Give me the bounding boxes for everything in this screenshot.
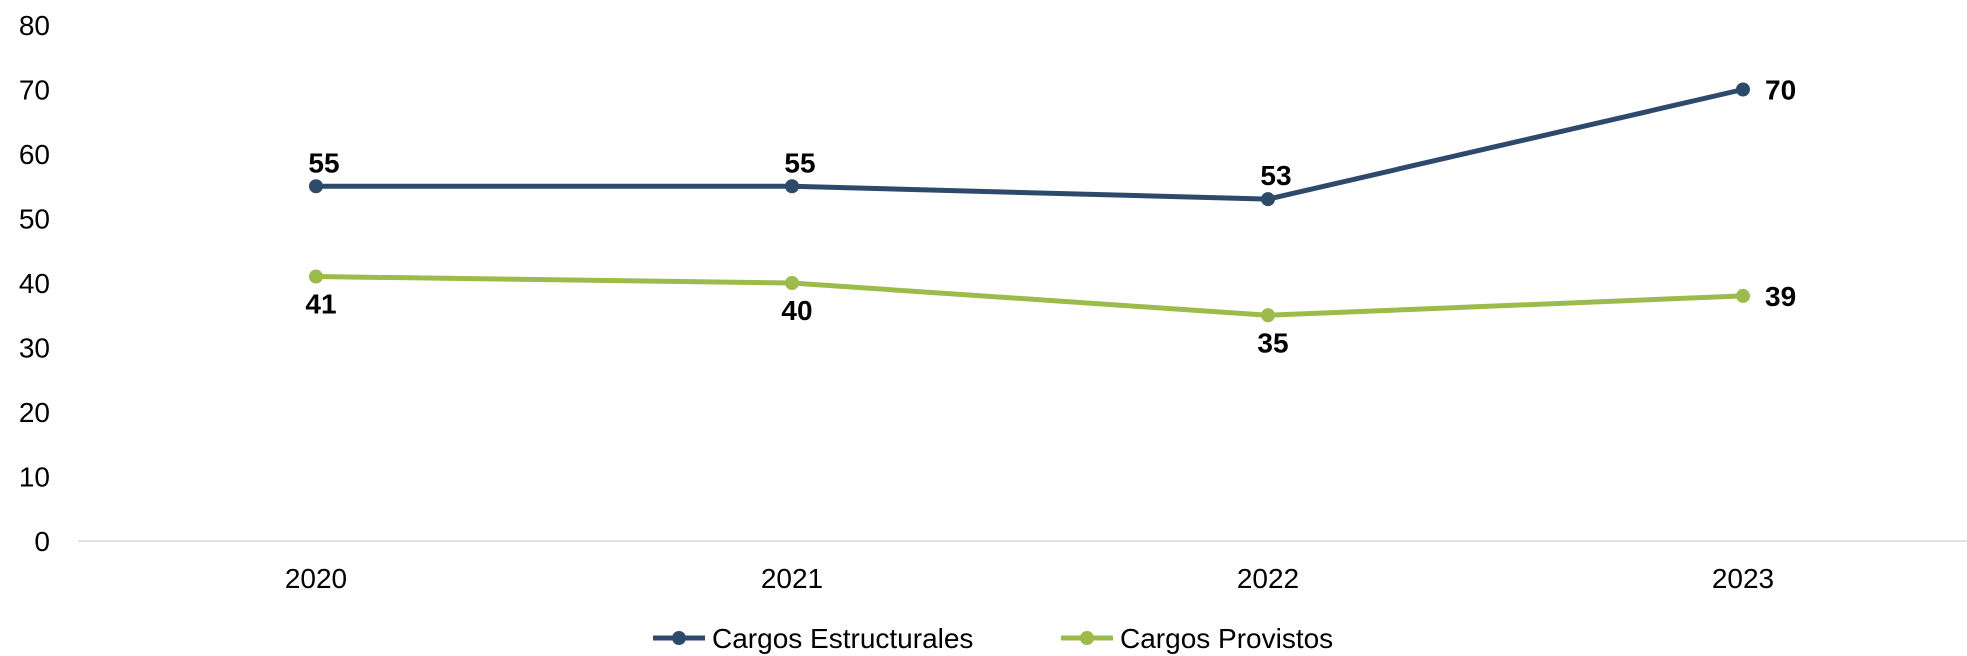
data-point: [1261, 308, 1275, 323]
data-label: 39: [1765, 281, 1796, 312]
y-tick-label: 40: [19, 268, 50, 299]
data-label: 53: [1260, 160, 1291, 191]
series-layer: [309, 82, 1750, 323]
data-label-layer: 55 55 53 70 41 40 35 39: [305, 75, 1796, 359]
legend-item-cargos-estructurales: Cargos Estructurales: [653, 623, 973, 654]
y-tick-label: 60: [19, 139, 50, 170]
y-tick-label: 80: [19, 10, 50, 41]
series-line-cargos-provistos: [313, 274, 1746, 318]
data-point: [1261, 192, 1275, 207]
x-tick-label: 2020: [285, 563, 347, 594]
x-tick-label: 2023: [1712, 563, 1774, 594]
x-tick-label: 2021: [761, 563, 823, 594]
y-axis: 0 10 20 30 40 50 60 70 80: [19, 10, 50, 557]
data-label: 40: [781, 295, 812, 326]
legend-swatch-marker: [672, 631, 686, 645]
y-tick-label: 0: [34, 526, 50, 557]
data-point: [785, 179, 799, 194]
legend-item-cargos-provistos: Cargos Provistos: [1061, 623, 1333, 654]
x-axis: 2020 2021 2022 2023: [78, 540, 1967, 594]
data-label: 55: [784, 147, 815, 178]
legend-label: Cargos Estructurales: [712, 623, 973, 654]
y-tick-label: 20: [19, 397, 50, 428]
data-label: 41: [305, 289, 336, 320]
y-tick-label: 70: [19, 75, 50, 106]
legend: Cargos Estructurales Cargos Provistos: [653, 623, 1333, 654]
y-tick-label: 30: [19, 333, 50, 364]
data-label: 70: [1765, 75, 1796, 106]
data-point: [1736, 288, 1750, 303]
data-label: 55: [308, 147, 339, 178]
legend-swatch-marker: [1080, 631, 1094, 645]
legend-label: Cargos Provistos: [1120, 623, 1333, 654]
data-point: [309, 179, 323, 194]
series-line-cargos-estructurales: [313, 87, 1746, 202]
x-tick-label: 2022: [1237, 563, 1299, 594]
y-tick-label: 10: [19, 462, 50, 493]
data-point: [1736, 82, 1750, 97]
y-tick-label: 50: [19, 204, 50, 235]
data-label: 35: [1257, 327, 1288, 358]
data-point: [309, 269, 323, 284]
data-point: [785, 276, 799, 290]
